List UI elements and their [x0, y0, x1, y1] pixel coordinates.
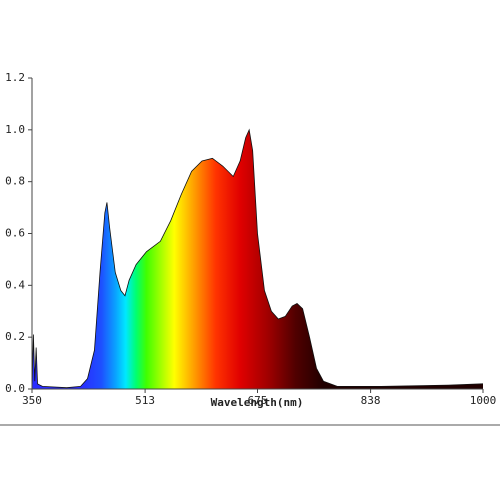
- spectrum-area: [32, 129, 483, 389]
- x-tick-label: 838: [361, 394, 381, 407]
- x-tick-label: 513: [135, 394, 155, 407]
- y-tick-label: 0.4: [5, 278, 25, 291]
- x-tick-label: 350: [22, 394, 42, 407]
- y-tick-label: 0.0: [5, 382, 25, 395]
- spectrum-line: [31, 128, 484, 390]
- y-tick-label: 0.2: [5, 330, 25, 343]
- x-axis-label: Wavelength(nm): [211, 396, 304, 409]
- y-tick-label: 0.8: [5, 175, 25, 188]
- y-tick-label: 0.6: [5, 227, 25, 240]
- y-tick-label: 1.2: [5, 71, 25, 84]
- x-tick-label: 1000: [470, 394, 497, 407]
- y-tick-label: 1.0: [5, 123, 25, 136]
- x-tick-label: 675: [248, 394, 268, 407]
